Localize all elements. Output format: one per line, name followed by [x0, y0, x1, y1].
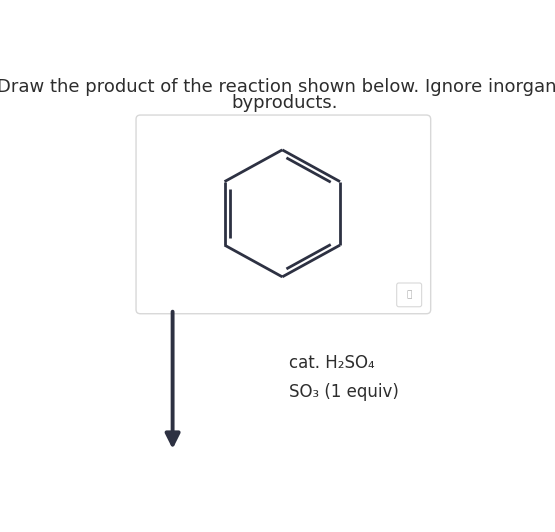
- Text: 🔍: 🔍: [406, 290, 412, 300]
- Text: SO₃ (1 equiv): SO₃ (1 equiv): [289, 383, 398, 401]
- Text: cat. H₂SO₄: cat. H₂SO₄: [289, 354, 375, 372]
- FancyBboxPatch shape: [397, 283, 422, 307]
- FancyBboxPatch shape: [136, 115, 431, 314]
- Text: Draw the product of the reaction shown below. Ignore inorganic: Draw the product of the reaction shown b…: [0, 78, 555, 96]
- Text: byproducts.: byproducts.: [231, 94, 337, 112]
